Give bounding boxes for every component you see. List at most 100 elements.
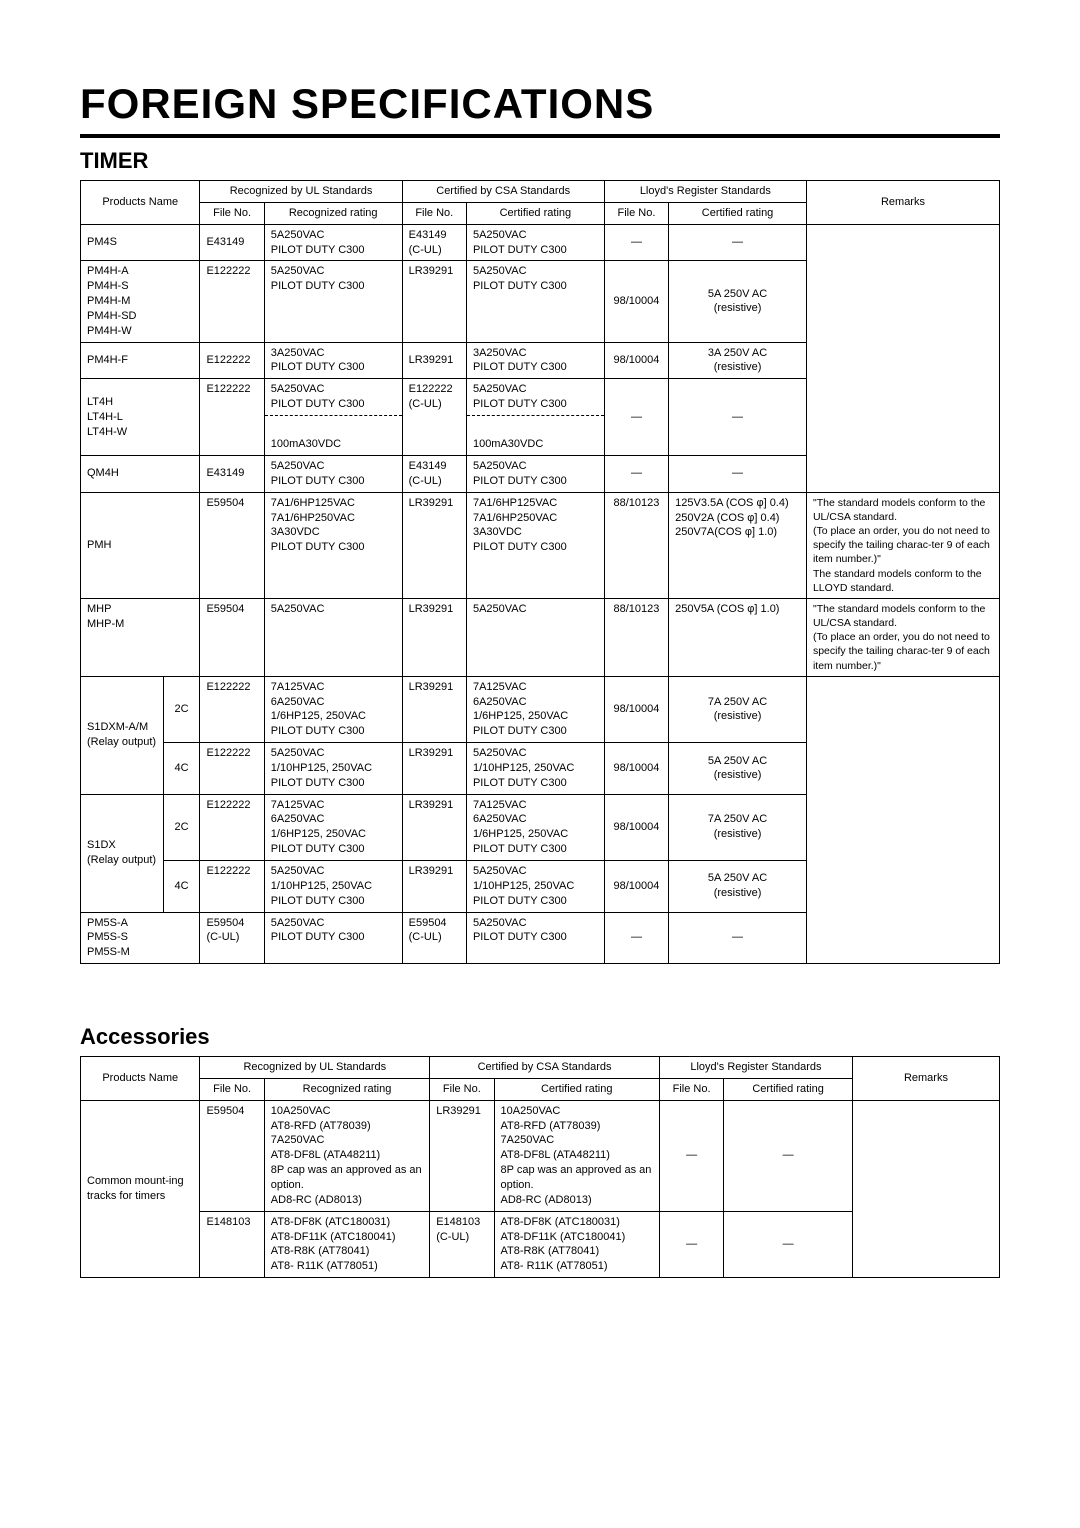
cell-ul-rating: 7A1/6HP125VAC7A1/6HP250VAC3A30VDCPILOT D… [264,492,402,598]
cell-csa-rating: AT8-DF8K (ATC180031)AT8-DF11K (ATC180041… [494,1211,659,1277]
cell-remarks: "The standard models conform to the UL/C… [806,492,999,598]
hdr-products-name: Products Name [81,1057,200,1101]
cell-csa-file: LR39291 [402,342,466,379]
cell-ul-file: E122222 [200,743,264,795]
cell-ul-rating: 5A250VAC1/10HP125, 250VACPILOT DUTY C300 [264,861,402,913]
cell-ll-file: — [604,912,668,964]
hdr-csa: Certified by CSA Standards [402,181,604,203]
cell-name: S1DX(Relay output) [81,794,164,912]
cell-name: LT4HLT4H-LLT4H-W [81,379,200,456]
row-mhp: MHPMHP-M E59504 5A250VAC LR39291 5A250VA… [81,598,1000,676]
cell-ll-rating: 5A 250V AC(resistive) [669,743,807,795]
cell-ll-rating: 7A 250V AC(resistive) [669,794,807,860]
cell-ll-file: 98/10004 [604,261,668,342]
hdr-csa: Certified by CSA Standards [430,1057,660,1079]
cell-ll-file: — [659,1211,723,1277]
cell-csa-file: LR39291 [402,261,466,342]
cell-ll-rating: — [669,224,807,261]
header-row-1: Products Name Recognized by UL Standards… [81,181,1000,203]
cell-ll-file: — [604,379,668,456]
hdr-ul-file: File No. [200,202,264,224]
hdr-csa-rating: Certified rating [466,202,604,224]
cell-ul-file: E59504 [200,598,264,676]
accessories-table: Products Name Recognized by UL Standards… [80,1056,1000,1278]
hdr-lloyd: Lloyd's Register Standards [659,1057,852,1079]
cell-ul-rating: 5A250VACPILOT DUTY C300 [264,912,402,964]
cell-sub: 4C [163,861,200,913]
cell-csa-rating: 3A250VACPILOT DUTY C300 [466,342,604,379]
hdr-ll-file: File No. [659,1078,723,1100]
page-title: FOREIGN SPECIFICATIONS [80,80,1000,138]
cell-csa-file: LR39291 [402,861,466,913]
cell-ul-file: E122222 [200,261,264,342]
hdr-ul: Recognized by UL Standards [200,1057,430,1079]
cell-ul-rating: 5A250VAC [264,598,402,676]
cell-name: S1DXM-A/M(Relay output) [81,676,164,794]
cell-ul-rating-top: 5A250VACPILOT DUTY C300 [264,379,402,416]
cell-ul-file: E148103 [200,1211,264,1277]
cell-ul-file: E122222 [200,379,264,456]
cell-csa-file: E43149(C-UL) [402,224,466,261]
cell-ul-file: E59504(C-UL) [200,912,264,964]
cell-csa-file: E43149(C-UL) [402,455,466,492]
cell-ll-rating: — [669,379,807,456]
cell-name: PM4H-APM4H-SPM4H-MPM4H-SDPM4H-W [81,261,200,342]
cell-ul-rating: AT8-DF8K (ATC180031)AT8-DF11K (ATC180041… [264,1211,429,1277]
hdr-csa-file: File No. [402,202,466,224]
cell-ul-file: E122222 [200,676,264,742]
cell-ul-file: E59504 [200,1100,264,1211]
cell-ll-file: 98/10004 [604,861,668,913]
cell-name: QM4H [81,455,200,492]
cell-csa-file: LR39291 [402,598,466,676]
cell-csa-rating: 5A250VAC [466,598,604,676]
cell-csa-file: LR39291 [402,676,466,742]
cell-remarks: "The standard models conform to the UL/C… [806,598,999,676]
cell-ul-file: E59504 [200,492,264,598]
cell-ll-rating: — [724,1211,853,1277]
hdr-ul: Recognized by UL Standards [200,181,402,203]
cell-csa-rating: 7A125VAC6A250VAC1/6HP125, 250VACPILOT DU… [466,794,604,860]
cell-ul-file: E122222 [200,342,264,379]
cell-ll-rating: 7A 250V AC(resistive) [669,676,807,742]
cell-ul-file: E43149 [200,224,264,261]
cell-csa-rating: 7A1/6HP125VAC7A1/6HP250VAC3A30VDCPILOT D… [466,492,604,598]
cell-csa-file: LR39291 [402,794,466,860]
section-heading-accessories: Accessories [80,1024,1000,1050]
cell-sub: 2C [163,676,200,742]
cell-ul-rating: 7A125VAC6A250VAC1/6HP125, 250VACPILOT DU… [264,794,402,860]
cell-ll-rating: 3A 250V AC(resistive) [669,342,807,379]
cell-csa-rating: 5A250VAC1/10HP125, 250VACPILOT DUTY C300 [466,861,604,913]
cell-ul-file: E43149 [200,455,264,492]
cell-ll-file: 98/10004 [604,676,668,742]
cell-name: Common mount-ing tracks for timers [81,1100,200,1277]
hdr-remarks: Remarks [852,1057,999,1101]
hdr-lloyd: Lloyd's Register Standards [604,181,806,203]
cell-ul-rating: 7A125VAC6A250VAC1/6HP125, 250VACPILOT DU… [264,676,402,742]
cell-csa-file: LR39291 [402,492,466,598]
cell-ul-file: E122222 [200,861,264,913]
cell-sub: 2C [163,794,200,860]
row-pm4s: PM4S E43149 5A250VACPILOT DUTY C300 E431… [81,224,1000,261]
cell-csa-rating: 5A250VACPILOT DUTY C300 [466,455,604,492]
timer-table: Products Name Recognized by UL Standards… [80,180,1000,964]
cell-ll-rating: 250V5A (COS φ] 1.0) [669,598,807,676]
section-heading-timer: TIMER [80,148,1000,174]
hdr-ul-rating: Recognized rating [264,1078,429,1100]
row-pmh: PMH E59504 7A1/6HP125VAC7A1/6HP250VAC3A3… [81,492,1000,598]
cell-ll-file: — [604,224,668,261]
cell-ul-rating: 3A250VACPILOT DUTY C300 [264,342,402,379]
cell-ll-rating: — [669,455,807,492]
cell-ll-rating: — [724,1100,853,1211]
hdr-remarks: Remarks [806,181,999,225]
cell-ul-file: E122222 [200,794,264,860]
cell-ll-rating: 125V3.5A (COS φ] 0.4)250V2A (COS φ] 0.4)… [669,492,807,598]
cell-csa-rating-top: 5A250VACPILOT DUTY C300 [466,379,604,416]
cell-ul-rating: 10A250VACAT8-RFD (AT78039)7A250VACAT8-DF… [264,1100,429,1211]
cell-csa-rating: 5A250VACPILOT DUTY C300 [466,224,604,261]
cell-csa-rating: 7A125VAC6A250VAC1/6HP125, 250VACPILOT DU… [466,676,604,742]
cell-name: PM5S-APM5S-SPM5S-M [81,912,200,964]
cell-ul-rating: 5A250VAC1/10HP125, 250VACPILOT DUTY C300 [264,743,402,795]
hdr-ll-rating: Certified rating [669,202,807,224]
cell-ul-rating-bot: 100mA30VDC [264,415,402,455]
cell-ul-rating: 5A250VACPILOT DUTY C300 [264,261,402,342]
